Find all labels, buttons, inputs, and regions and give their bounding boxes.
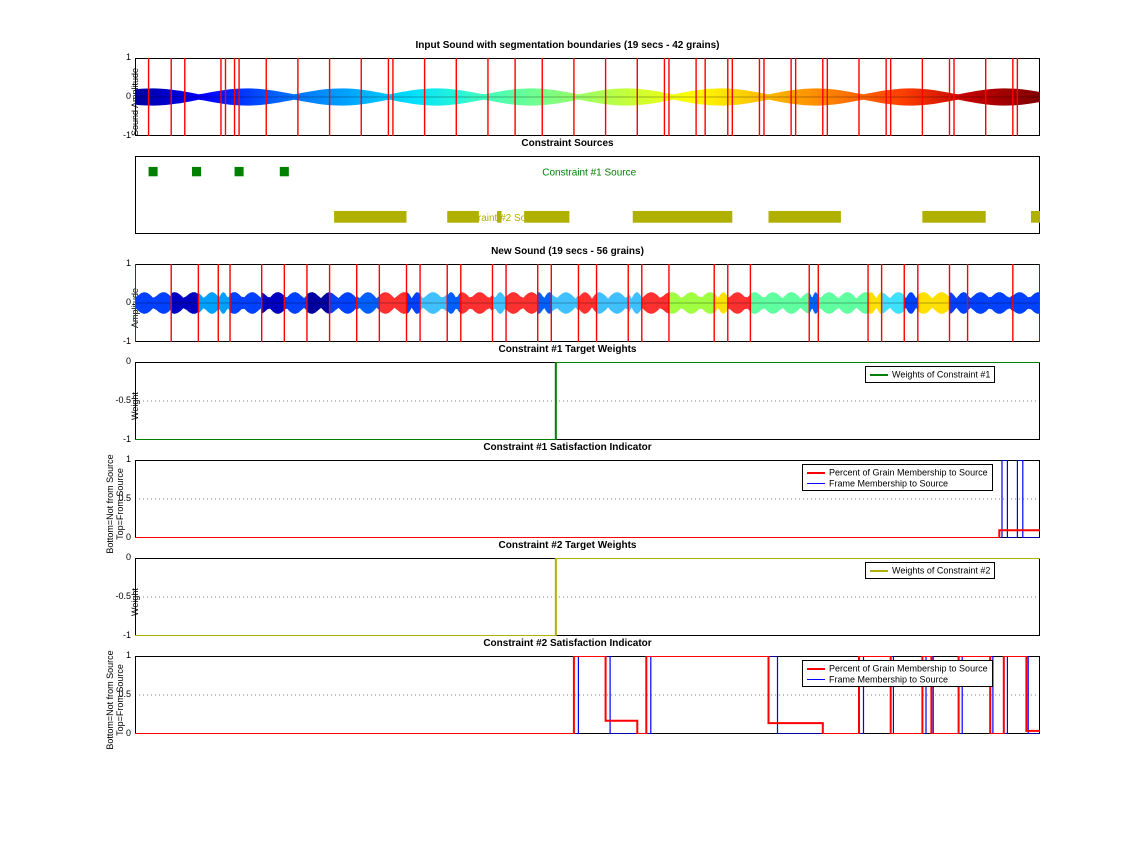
plot-svg: [135, 264, 1040, 342]
legend-label: Frame Membership to Source: [829, 674, 948, 684]
chart-panel: New Sound (19 secs - 56 grains)-101Ampli…: [0, 246, 1135, 342]
y-tick-label: 1: [105, 258, 131, 268]
constraint-1-source-label: Constraint #1 Source: [542, 168, 636, 179]
legend-label: Weights of Constraint #2: [892, 566, 990, 576]
legend: Weights of Constraint #1: [865, 366, 995, 383]
plot-svg: [135, 58, 1040, 136]
y-tick-label: -0.5: [105, 395, 131, 405]
panel-title: New Sound (19 secs - 56 grains): [0, 246, 1135, 257]
y-axis-label: Bottom=Not from Source: [105, 640, 115, 760]
chart-panel: Constraint #1 Target Weights-1-0.50Weigh…: [0, 344, 1135, 440]
legend: Percent of Grain Membership to SourceFra…: [802, 660, 993, 687]
chart-panel: Constraint #2 Target Weights-1-0.50Weigh…: [0, 540, 1135, 636]
legend: Percent of Grain Membership to SourceFra…: [802, 464, 993, 491]
legend-label: Weights of Constraint #1: [892, 370, 990, 380]
legend-label: Percent of Grain Membership to Source: [829, 468, 988, 478]
y-tick-label: 0: [105, 356, 131, 366]
y-tick-label: 0: [105, 297, 131, 307]
legend: Weights of Constraint #2: [865, 562, 995, 579]
y-tick-label: 0: [105, 552, 131, 562]
y-tick-label: 0: [105, 91, 131, 101]
chart-panel: Constraint #2 Satisfaction Indicator00.5…: [0, 638, 1135, 734]
plot-svg: Constraint #1 Source Constraint #2 Source: [135, 156, 1040, 234]
y-axis-label: Top=From Source: [115, 640, 125, 760]
y-tick-label: 1: [105, 52, 131, 62]
constraint-2-source-label: Constraint #2 Source: [452, 213, 546, 224]
legend-label: Frame Membership to Source: [829, 478, 948, 488]
y-tick-label: -0.5: [105, 591, 131, 601]
panel-title: Constraint #1 Satisfaction Indicator: [0, 442, 1135, 453]
legend-label: Percent of Grain Membership to Source: [829, 664, 988, 674]
panel-title: Constraint #2 Target Weights: [0, 540, 1135, 551]
panel-title: Constraint Sources: [0, 138, 1135, 149]
panel-title: Input Sound with segmentation boundaries…: [0, 40, 1135, 51]
chart-panel: Constraint SourcesConstraint #1 SourceCo…: [0, 138, 1135, 234]
panel-title: Constraint #1 Target Weights: [0, 344, 1135, 355]
panel-title: Constraint #2 Satisfaction Indicator: [0, 638, 1135, 649]
chart-panel: Constraint #1 Satisfaction Indicator00.5…: [0, 442, 1135, 538]
chart-panel: Input Sound with segmentation boundaries…: [0, 40, 1135, 136]
